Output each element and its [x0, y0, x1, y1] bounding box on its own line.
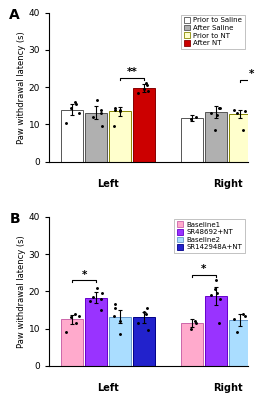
Legend: Baseline1, SR48692+NT, Baseline2, SR142948A+NT: Baseline1, SR48692+NT, Baseline2, SR1429… — [174, 219, 245, 253]
Text: Left: Left — [97, 178, 119, 188]
Text: Right: Right — [213, 178, 243, 188]
Bar — [253, 90, 263, 162]
Y-axis label: Paw withdrawal latency (s): Paw withdrawal latency (s) — [17, 235, 26, 348]
Bar — [109, 317, 131, 366]
Text: A: A — [9, 8, 20, 22]
Bar — [205, 112, 227, 162]
Y-axis label: Paw withdrawal latency (s): Paw withdrawal latency (s) — [17, 31, 26, 144]
Bar — [61, 319, 83, 366]
Bar — [253, 318, 263, 366]
Bar — [85, 112, 107, 162]
Text: B: B — [9, 212, 20, 226]
Bar — [181, 323, 203, 366]
Bar — [133, 318, 155, 366]
Bar — [205, 296, 227, 366]
Text: Right: Right — [213, 383, 243, 393]
Bar — [229, 320, 251, 366]
Text: *: * — [249, 69, 255, 79]
Text: Left: Left — [97, 383, 119, 393]
Text: **: ** — [127, 68, 138, 78]
Bar — [61, 110, 83, 162]
Bar — [181, 118, 203, 162]
Text: *: * — [82, 270, 87, 280]
Legend: Prior to Saline, After Saline, Prior to NT, After NT: Prior to Saline, After Saline, Prior to … — [181, 14, 245, 49]
Bar — [109, 111, 131, 162]
Bar — [229, 114, 251, 162]
Bar — [85, 298, 107, 366]
Text: *: * — [201, 264, 207, 274]
Bar — [133, 88, 155, 162]
